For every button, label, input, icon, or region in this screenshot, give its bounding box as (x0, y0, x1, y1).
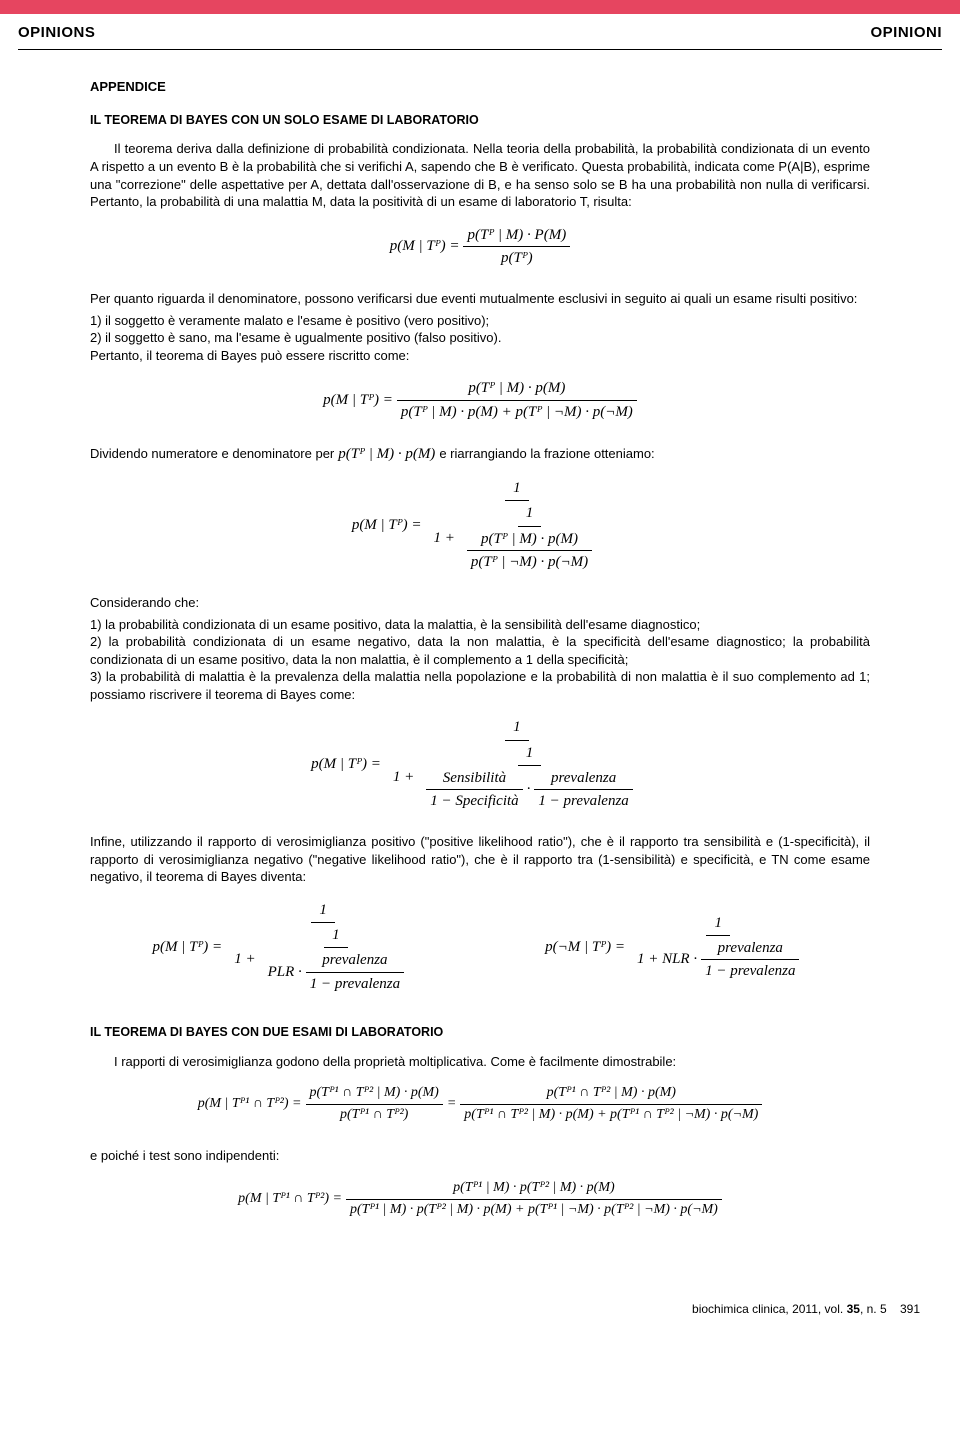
f5a-prev-den: 1 − prevalenza (306, 973, 404, 994)
main-content: APPENDICE IL TEOREMA DI BAYES CON UN SOL… (0, 78, 960, 1272)
f5a-top: 1 (311, 900, 335, 923)
section1-para2: Per quanto riguarda il denominatore, pos… (90, 290, 870, 308)
f1-lhs: p(M | Tᴾ) = (390, 236, 460, 256)
formula-4: p(M | Tᴾ) = 1 1 + 1 Sensibilità 1 − Spec… (90, 717, 870, 811)
f4-spec: 1 − Specificità (426, 790, 522, 811)
cons2: 2) la probabilità condizionata di un esa… (90, 633, 870, 668)
f7-lhs: p(M | Tᴾ¹ ∩ Tᴾ²) = (238, 1190, 342, 1209)
list-positive-events: 1) il soggetto è veramente malato e l'es… (90, 312, 870, 347)
f4-prev-num: prevalenza (534, 768, 632, 790)
cons3: 3) la probabilità di malattia è la preva… (90, 668, 870, 703)
f6-num1: p(Tᴾ¹ ∩ Tᴾ² | M) · p(M) (306, 1084, 443, 1105)
formula-2: p(M | Tᴾ) = p(Tᴾ | M) · p(M) p(Tᴾ | M) ·… (90, 378, 870, 422)
appendix-title: APPENDICE (90, 78, 870, 96)
f4-prev-den: 1 − prevalenza (534, 790, 632, 811)
f4-top: 1 (505, 717, 529, 740)
section1-title: IL TEOREMA DI BAYES CON UN SOLO ESAME DI… (90, 112, 870, 129)
f3-top: 1 (505, 478, 529, 501)
f6-num2: p(Tᴾ¹ ∩ Tᴾ² | M) · p(M) (460, 1084, 762, 1105)
considerando-head: Considerando che: (90, 594, 870, 612)
f3-inner-den: p(Tᴾ | ¬M) · p(¬M) (467, 551, 592, 572)
formula-1: p(M | Tᴾ) = p(Tᴾ | M) · P(M) p(Tᴾ) (90, 225, 870, 269)
header-left: OPINIONS (18, 24, 95, 41)
f6-den2: p(Tᴾ¹ ∩ Tᴾ² | M) · p(M) + p(Tᴾ¹ ∩ Tᴾ² | … (460, 1105, 762, 1125)
footer-page: 391 (900, 1302, 920, 1316)
f5a-inner-top: 1 (324, 925, 348, 948)
f6-lhs: p(M | Tᴾ¹ ∩ Tᴾ²) = (198, 1095, 302, 1114)
f2-num: p(Tᴾ | M) · p(M) (397, 378, 637, 400)
footer-issue: , n. 5 (860, 1302, 887, 1316)
f5a-plr: PLR · (268, 962, 302, 982)
f6-eq: = (447, 1095, 456, 1114)
f2-den: p(Tᴾ | M) · p(M) + p(Tᴾ | ¬M) · p(¬M) (397, 401, 637, 422)
item1: 1) il soggetto è veramente malato e l'es… (90, 312, 870, 330)
formula-7: p(M | Tᴾ¹ ∩ Tᴾ²) = p(Tᴾ¹ | M) · p(Tᴾ² | … (90, 1179, 870, 1220)
formula-6: p(M | Tᴾ¹ ∩ Tᴾ²) = p(Tᴾ¹ ∩ Tᴾ² | M) · p(… (90, 1084, 870, 1125)
f5a-prev-num: prevalenza (306, 950, 404, 972)
formula-5-pair: p(M | Tᴾ) = 1 1 + 1 PLR · prevalenza 1 −… (90, 900, 870, 994)
div-pre: Dividendo numeratore e denominatore per (90, 445, 334, 463)
f3-mid-left: 1 + (434, 528, 455, 548)
f3-inner-top: 1 (518, 503, 542, 526)
page-footer: biochimica clinica, 2011, vol. 35, n. 5 … (0, 1272, 960, 1336)
item2: 2) il soggetto è sano, ma l'esame è ugua… (90, 329, 870, 347)
f3-inner-num: p(Tᴾ | M) · p(M) (467, 529, 592, 551)
considerando-list: 1) la probabilità condizionata di un esa… (90, 616, 870, 704)
div-inline-formula: p(Tᴾ | M) · p(M) (338, 444, 435, 464)
f4-sens: Sensibilità (426, 768, 522, 790)
f5b-prev-den: 1 − prevalenza (701, 960, 799, 981)
f4-inner-top: 1 (518, 743, 542, 766)
section2-title: IL TEOREMA DI BAYES CON DUE ESAMI DI LAB… (90, 1024, 870, 1041)
f5a-bot-left: 1 + (234, 949, 255, 969)
f5b-prev-num: prevalenza (701, 938, 799, 960)
section1-para1: Il teorema deriva dalla definizione di p… (90, 140, 870, 210)
section2-para1: I rapporti di verosimiglianza godono del… (90, 1053, 870, 1071)
section1-para3: Pertanto, il teorema di Bayes può essere… (90, 347, 870, 365)
f5a-lhs: p(M | Tᴾ) = (153, 937, 223, 957)
f4-lhs: p(M | Tᴾ) = (311, 754, 381, 774)
f7-num: p(Tᴾ¹ | M) · p(Tᴾ² | M) · p(M) (346, 1179, 722, 1200)
formula-3: p(M | Tᴾ) = 1 1 + 1 p(Tᴾ | M) · p(M) p(T… (90, 478, 870, 572)
cons1: 1) la probabilità condizionata di un esa… (90, 616, 870, 634)
f6-den1: p(Tᴾ¹ ∩ Tᴾ²) (306, 1105, 443, 1125)
f3-lhs: p(M | Tᴾ) = (352, 515, 422, 535)
f1-den: p(Tᴾ) (463, 247, 570, 268)
page-header: OPINIONS OPINIONI (0, 14, 960, 49)
f7-den: p(Tᴾ¹ | M) · p(Tᴾ² | M) · p(M) + p(Tᴾ¹ |… (346, 1200, 722, 1220)
div-post: e riarrangiando la frazione otteniamo: (439, 445, 654, 463)
footer-vol: 35 (847, 1302, 860, 1316)
f2-lhs: p(M | Tᴾ) = (323, 390, 393, 410)
f5b-lhs: p(¬M | Tᴾ) = (545, 937, 625, 957)
footer-journal: biochimica clinica, 2011, vol. (692, 1302, 847, 1316)
f5b-top: 1 (706, 913, 730, 936)
section2-para2: e poiché i test sono indipendenti: (90, 1147, 870, 1165)
top-accent-bar (0, 0, 960, 14)
f5b-bot-left: 1 + NLR · (637, 949, 697, 969)
dividing-text: Dividendo numeratore e denominatore per … (90, 444, 870, 464)
header-right: OPINIONI (870, 24, 942, 41)
f4-mid-left: 1 + (393, 767, 414, 787)
final-para: Infine, utilizzando il rapporto di veros… (90, 833, 870, 886)
f1-num: p(Tᴾ | M) · P(M) (463, 225, 570, 247)
header-rule (18, 49, 942, 50)
